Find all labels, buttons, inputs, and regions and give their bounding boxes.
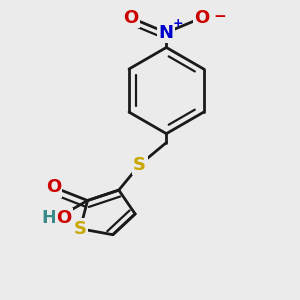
Text: +: + (172, 17, 183, 30)
Text: −: − (214, 9, 226, 24)
Text: N: N (159, 24, 174, 42)
Text: O: O (56, 209, 72, 227)
Text: S: S (74, 220, 87, 238)
Text: O: O (194, 9, 210, 27)
Text: H: H (41, 209, 56, 227)
Text: S: S (133, 156, 146, 174)
Text: O: O (123, 9, 138, 27)
Text: O: O (46, 178, 61, 196)
